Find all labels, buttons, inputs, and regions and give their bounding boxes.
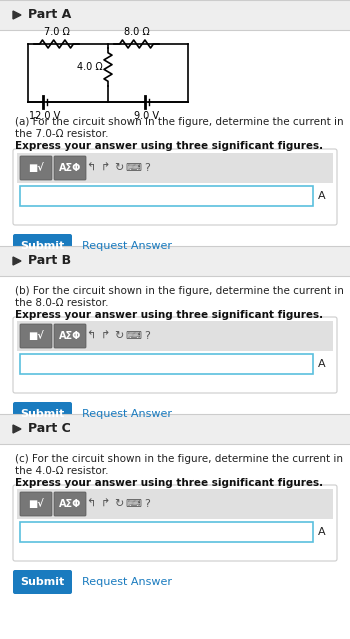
Text: Express your answer using three significant figures.: Express your answer using three signific… bbox=[15, 478, 323, 488]
Text: Request Answer: Request Answer bbox=[82, 241, 172, 251]
Text: ⌨: ⌨ bbox=[125, 163, 141, 173]
Text: ↱: ↱ bbox=[100, 499, 110, 509]
FancyBboxPatch shape bbox=[20, 492, 52, 516]
Bar bbox=[17, 153, 333, 183]
FancyBboxPatch shape bbox=[54, 492, 86, 516]
Text: (b) For the circuit shown in the figure, determine the current in the 8.0-Ω resi: (b) For the circuit shown in the figure,… bbox=[15, 286, 344, 307]
Text: Request Answer: Request Answer bbox=[82, 577, 172, 587]
Text: Submit: Submit bbox=[20, 241, 64, 251]
Bar bbox=[0, 246, 350, 276]
Text: ?: ? bbox=[144, 499, 150, 509]
FancyBboxPatch shape bbox=[54, 324, 86, 348]
Text: Part A: Part A bbox=[28, 8, 71, 22]
FancyBboxPatch shape bbox=[20, 156, 52, 180]
Text: Express your answer using three significant figures.: Express your answer using three signific… bbox=[15, 141, 323, 151]
Bar bbox=[0, 414, 350, 444]
FancyBboxPatch shape bbox=[13, 570, 72, 594]
Polygon shape bbox=[13, 257, 21, 265]
FancyBboxPatch shape bbox=[20, 324, 52, 348]
Text: A: A bbox=[318, 527, 326, 537]
Text: AΣΦ: AΣΦ bbox=[59, 499, 81, 509]
Text: ■√: ■√ bbox=[28, 499, 44, 509]
FancyBboxPatch shape bbox=[20, 354, 313, 374]
Text: Express your answer using three significant figures.: Express your answer using three signific… bbox=[15, 310, 323, 320]
Text: 8.0 Ω: 8.0 Ω bbox=[124, 27, 149, 37]
Bar bbox=[17, 489, 333, 519]
Text: ?: ? bbox=[144, 163, 150, 173]
FancyBboxPatch shape bbox=[20, 522, 313, 542]
Text: (c) For the circuit shown in the figure, determine the current in the 4.0-Ω resi: (c) For the circuit shown in the figure,… bbox=[15, 454, 343, 475]
FancyBboxPatch shape bbox=[13, 234, 72, 258]
Text: A: A bbox=[318, 191, 326, 201]
Text: ⌨: ⌨ bbox=[125, 331, 141, 341]
Text: ↻: ↻ bbox=[114, 499, 124, 509]
FancyBboxPatch shape bbox=[13, 149, 337, 225]
Text: (a) For the circuit shown in the figure, determine the current in the 7.0-Ω resi: (a) For the circuit shown in the figure,… bbox=[15, 117, 344, 139]
Text: Request Answer: Request Answer bbox=[82, 409, 172, 419]
Text: 9.0 V: 9.0 V bbox=[134, 111, 160, 121]
Text: Part C: Part C bbox=[28, 422, 71, 436]
FancyBboxPatch shape bbox=[13, 402, 72, 426]
Text: A: A bbox=[318, 359, 326, 369]
Text: AΣΦ: AΣΦ bbox=[59, 331, 81, 341]
Bar bbox=[0, 0, 350, 30]
FancyBboxPatch shape bbox=[13, 317, 337, 393]
Text: ⌨: ⌨ bbox=[125, 499, 141, 509]
Text: ■√: ■√ bbox=[28, 331, 44, 341]
Text: 4.0 Ω: 4.0 Ω bbox=[77, 62, 103, 72]
Polygon shape bbox=[13, 11, 21, 19]
Text: Submit: Submit bbox=[20, 577, 64, 587]
Text: ↻: ↻ bbox=[114, 331, 124, 341]
Text: ?: ? bbox=[144, 331, 150, 341]
Polygon shape bbox=[13, 425, 21, 433]
FancyBboxPatch shape bbox=[20, 186, 313, 206]
FancyBboxPatch shape bbox=[54, 156, 86, 180]
Text: ↰: ↰ bbox=[86, 499, 96, 509]
Text: ↰: ↰ bbox=[86, 163, 96, 173]
Text: AΣΦ: AΣΦ bbox=[59, 163, 81, 173]
Text: 7.0 Ω: 7.0 Ω bbox=[43, 27, 69, 37]
Text: 12.0 V: 12.0 V bbox=[29, 111, 61, 121]
Bar bbox=[17, 321, 333, 351]
Text: Part B: Part B bbox=[28, 254, 71, 268]
Text: ↻: ↻ bbox=[114, 163, 124, 173]
Text: ↱: ↱ bbox=[100, 163, 110, 173]
Text: ■√: ■√ bbox=[28, 163, 44, 173]
Text: Submit: Submit bbox=[20, 409, 64, 419]
Text: ↰: ↰ bbox=[86, 331, 96, 341]
FancyBboxPatch shape bbox=[13, 485, 337, 561]
Text: ↱: ↱ bbox=[100, 331, 110, 341]
